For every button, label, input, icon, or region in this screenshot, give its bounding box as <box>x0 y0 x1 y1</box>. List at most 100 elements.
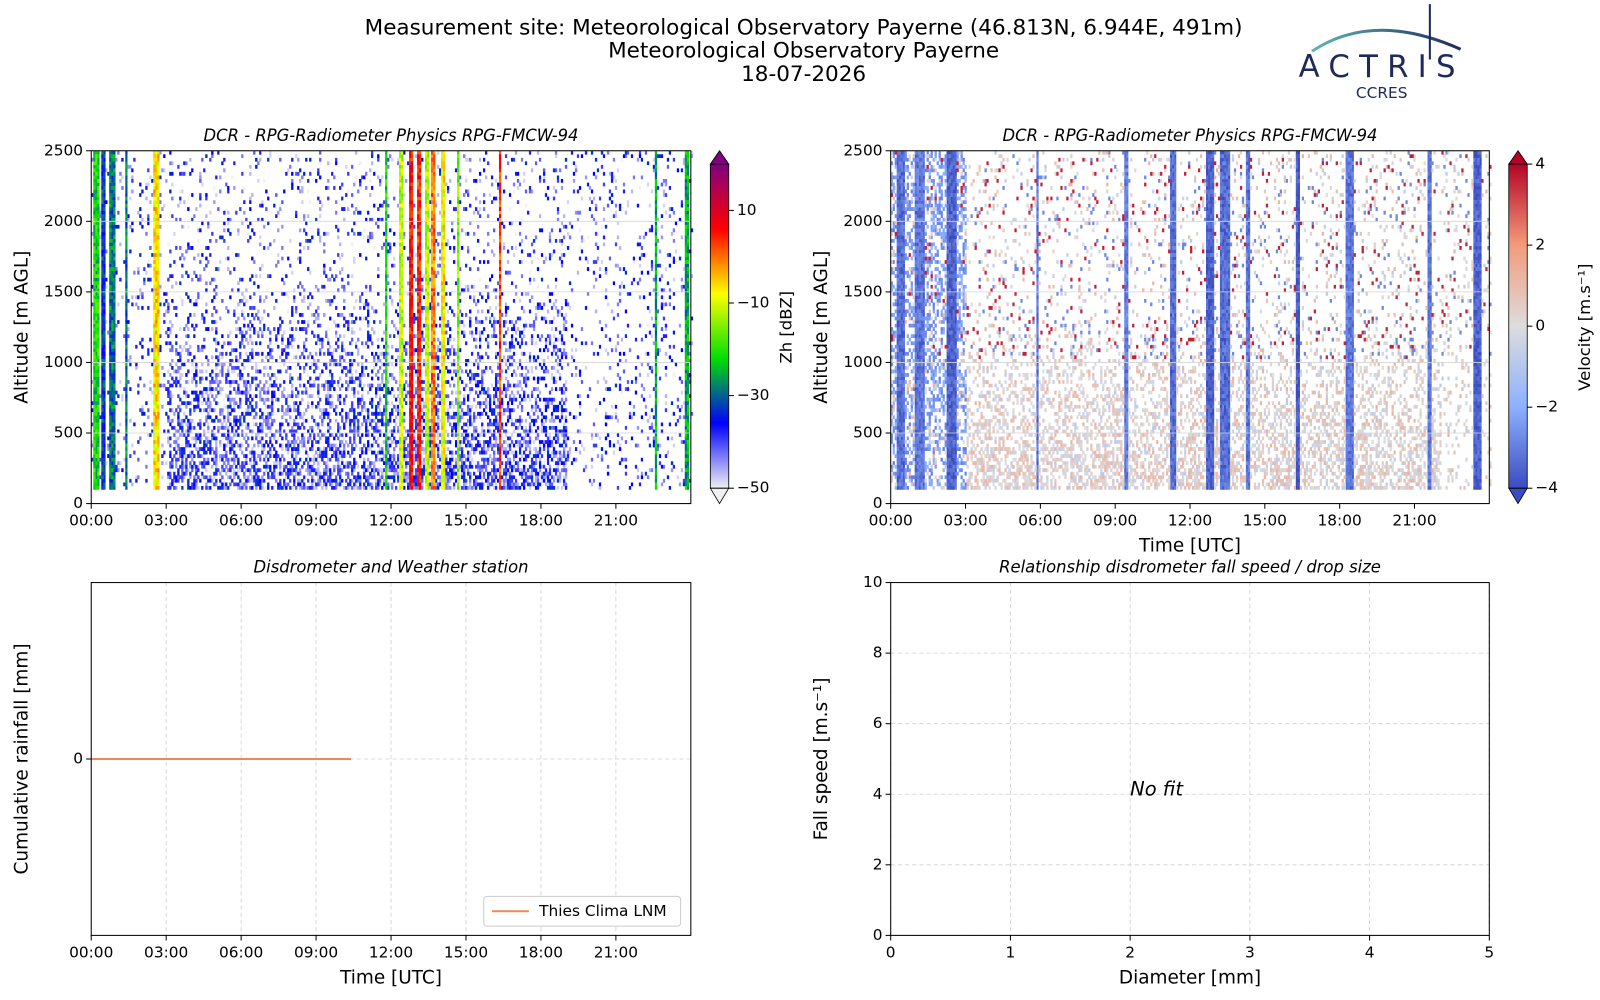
colorbar-tick-label: −50 <box>737 479 769 497</box>
logo-subtext: CCRES <box>1356 84 1408 102</box>
y-tick-label: 2000 <box>44 212 83 230</box>
radar-texture <box>890 150 967 490</box>
y-tick-label: 2500 <box>843 141 882 159</box>
y-tick-label: 1500 <box>843 282 882 300</box>
x-tick-label: 4 <box>1365 943 1375 961</box>
plot-frame <box>890 150 1490 505</box>
y-tick-label: 6 <box>873 714 883 732</box>
x-axis-label: Time [UTC] <box>1138 536 1241 557</box>
panel-title: Disdrometer and Weather station <box>254 558 529 577</box>
y-tick-label: 2000 <box>843 212 882 230</box>
radar-texture <box>91 150 692 490</box>
x-tick-label: 15:00 <box>444 943 488 961</box>
x-tick-label: 15:00 <box>1243 512 1287 530</box>
date-title: 18-07-2026 <box>741 62 866 87</box>
colorbar-tick-label: 4 <box>1535 155 1545 173</box>
y-tick-label: 1500 <box>44 282 83 300</box>
x-tick-label: 03:00 <box>144 512 188 530</box>
y-tick-label: 10 <box>863 573 883 591</box>
x-tick-label: 00:00 <box>69 943 113 961</box>
plot-frame <box>890 582 1490 936</box>
legend-box <box>483 895 682 927</box>
y-tick-label: 4 <box>873 785 883 803</box>
radar-texture <box>409 164 414 483</box>
x-tick-label: 09:00 <box>294 512 338 530</box>
x-tick-label: 06:00 <box>1018 512 1062 530</box>
logo-text: ACTRIS <box>1299 49 1465 85</box>
colorbar-frame <box>709 163 730 489</box>
y-axis-label: Fall speed [m.s⁻¹] <box>811 678 832 841</box>
x-tick-label: 12:00 <box>369 512 413 530</box>
y-axis-label: Cumulative rainfall [mm] <box>12 643 33 874</box>
x-tick-label: 00:00 <box>69 512 113 530</box>
colorbar-extend-bottom <box>709 487 730 505</box>
radar-texture <box>896 150 1482 490</box>
colorbar-tick-label: −4 <box>1535 479 1558 497</box>
x-tick-label: 18:00 <box>1318 512 1362 530</box>
x-tick-label: 09:00 <box>1093 512 1137 530</box>
site-title: Measurement site: Meteorological Observa… <box>365 16 1243 41</box>
x-tick-label: 12:00 <box>369 943 413 961</box>
colorbar <box>710 164 729 489</box>
station-title: Meteorological Observatory Payerne <box>608 38 999 63</box>
radar-texture <box>896 150 1482 490</box>
x-tick-label: 1 <box>1006 943 1016 961</box>
colorbar-extend-top <box>709 150 730 165</box>
radar-texture <box>409 157 422 490</box>
colorbar-tick-label: 0 <box>1535 317 1545 335</box>
colorbar-tick-label: −30 <box>737 386 769 404</box>
x-tick-label: 06:00 <box>219 943 263 961</box>
x-tick-label: 2 <box>1125 943 1135 961</box>
radar-texture <box>91 150 692 490</box>
colorbar-tick-label: 10 <box>737 201 757 219</box>
y-tick-label: 2500 <box>44 141 83 159</box>
x-tick-label: 18:00 <box>519 943 563 961</box>
colorbar-tick-label: −2 <box>1535 398 1558 416</box>
colorbar-extend-top <box>1507 150 1529 165</box>
plot-frame <box>90 150 692 505</box>
x-tick-label: 00:00 <box>869 512 913 530</box>
x-tick-label: 21:00 <box>594 943 638 961</box>
x-tick-label: 12:00 <box>1168 512 1212 530</box>
y-tick-label: 500 <box>853 424 882 442</box>
radar-texture <box>892 150 1492 490</box>
x-tick-label: 15:00 <box>444 512 488 530</box>
logo-arc <box>1311 28 1462 53</box>
x-axis-label: Time [UTC] <box>339 967 442 988</box>
y-tick-label: 0 <box>73 494 83 512</box>
y-tick-label: 8 <box>873 644 883 662</box>
y-axis-label: Altitude [m AGL] <box>811 251 832 404</box>
x-tick-label: 03:00 <box>943 512 987 530</box>
colorbar-tick-label: −10 <box>737 294 769 312</box>
x-tick-label: 21:00 <box>594 512 638 530</box>
y-tick-label: 2 <box>873 855 883 873</box>
x-tick-label: 5 <box>1484 943 1494 961</box>
panel-title: DCR - RPG-Radiometer Physics RPG-FMCW-94 <box>1003 126 1378 145</box>
x-tick-label: 18:00 <box>519 512 563 530</box>
y-tick-label: 0 <box>873 494 883 512</box>
x-tick-label: 03:00 <box>144 943 188 961</box>
x-axis-label: Diameter [mm] <box>1119 967 1261 988</box>
radar-texture <box>153 154 502 487</box>
y-tick-label: 1000 <box>44 353 83 371</box>
annotation: No fit <box>1130 778 1184 801</box>
radar-texture <box>409 150 502 490</box>
x-tick-label: 3 <box>1245 943 1255 961</box>
radar-texture <box>409 154 502 483</box>
colorbar-extend-bottom <box>1508 487 1528 505</box>
colorbar <box>1508 164 1528 489</box>
y-tick-label: 0 <box>73 749 83 767</box>
x-tick-label: 0 <box>886 943 896 961</box>
colorbar-label: Velocity [m.s⁻¹] <box>1575 264 1594 391</box>
y-tick-label: 1000 <box>843 353 882 371</box>
x-tick-label: 21:00 <box>1392 512 1436 530</box>
y-tick-label: 500 <box>54 424 83 442</box>
colorbar-label: Zh [dBZ] <box>777 291 796 364</box>
colorbar-tick-label: 2 <box>1535 236 1545 254</box>
x-tick-label: 09:00 <box>294 943 338 961</box>
radar-texture <box>890 150 1492 490</box>
panel-title: DCR - RPG-Radiometer Physics RPG-FMCW-94 <box>204 126 579 145</box>
y-tick-label: 0 <box>873 926 883 944</box>
